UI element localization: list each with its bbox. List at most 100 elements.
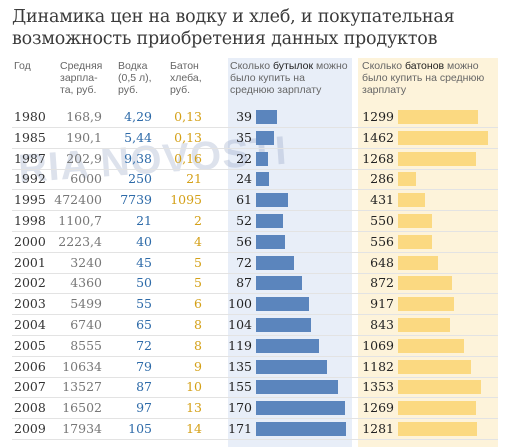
data-label-loaves: 556 (370, 233, 394, 249)
header-loaves: Сколько батонов можно было купить на сре… (362, 60, 485, 96)
data-label-bottles: 39 (236, 109, 252, 124)
row-divider (12, 168, 498, 170)
data-label-bottles: 155 (228, 379, 252, 395)
bar-loaves (398, 297, 455, 312)
row-divider (12, 147, 498, 149)
cell-year: 2003 (14, 296, 46, 312)
bar-loaves (398, 255, 438, 270)
cell-year: 2009 (14, 421, 46, 436)
row-divider (12, 355, 498, 357)
cell-salary: 472400 (54, 192, 102, 208)
cell-year: 1995 (14, 192, 46, 208)
data-label-loaves: 550 (370, 213, 394, 228)
cell-year: 1980 (14, 109, 46, 124)
bar-bottles (256, 380, 338, 395)
cell-salary: 5499 (70, 296, 102, 312)
data-label-loaves: 648 (370, 254, 394, 270)
cell-salary: 17934 (62, 421, 102, 436)
cell-year: 1992 (14, 171, 46, 187)
data-label-loaves: 431 (370, 192, 394, 208)
cell-year: 2007 (14, 379, 46, 395)
cell-salary: 2223,4 (58, 233, 102, 249)
bar-loaves (398, 214, 432, 228)
cell-vodka: 9,38 (124, 150, 152, 166)
cell-salary: 6740 (70, 317, 102, 332)
cell-vodka: 5,44 (124, 129, 152, 145)
data-label-loaves: 917 (370, 296, 394, 312)
data-label-loaves: 1069 (362, 337, 394, 353)
cell-bread: 0,13 (174, 109, 202, 124)
bar-loaves (398, 130, 488, 145)
bar-loaves (398, 276, 452, 291)
cell-bread: 5 (194, 275, 202, 291)
cell-bread: 2 (194, 213, 202, 228)
cell-salary: 13527 (62, 379, 102, 395)
bar-bottles (256, 422, 346, 436)
cell-bread: 14 (186, 421, 202, 436)
data-label-loaves: 872 (370, 275, 394, 291)
cell-salary: 10634 (62, 358, 102, 374)
row-divider (12, 231, 498, 232)
cell-bread: 8 (194, 337, 202, 353)
bar-bottles (256, 255, 294, 270)
bar-loaves (398, 380, 482, 395)
cell-bread: 0,16 (174, 150, 202, 166)
data-label-loaves: 1269 (362, 400, 394, 416)
data-label-bottles: 170 (228, 400, 252, 416)
data-label-loaves: 1182 (362, 358, 394, 374)
cell-salary: 190,1 (66, 129, 102, 145)
data-label-loaves: 1299 (362, 109, 394, 124)
cell-vodka: 55 (136, 296, 152, 312)
cell-year: 1987 (14, 150, 46, 166)
cell-vodka: 45 (136, 254, 152, 270)
cell-vodka: 87 (136, 379, 152, 395)
data-label-loaves: 1353 (362, 379, 394, 395)
row-divider (12, 189, 498, 191)
bar-loaves (398, 151, 477, 166)
bar-loaves (398, 318, 450, 332)
cell-bread: 6 (194, 296, 202, 312)
data-label-loaves: 843 (370, 317, 394, 332)
cell-bread: 10 (186, 379, 202, 395)
cell-vodka: 105 (128, 421, 152, 436)
bar-loaves (398, 110, 478, 124)
bar-bottles (256, 193, 289, 208)
cell-bread: 9 (194, 358, 202, 374)
bar-bottles (256, 359, 328, 374)
cell-vodka: 7739 (120, 192, 152, 208)
data-label-loaves: 286 (370, 171, 394, 187)
row-divider (12, 314, 498, 316)
cell-year: 2002 (14, 275, 46, 291)
cell-vodka: 21 (136, 213, 152, 228)
header-loaves-key: батонов (404, 60, 445, 72)
bar-bottles (256, 110, 277, 124)
cell-salary: 8555 (70, 337, 102, 353)
cell-vodka: 250 (128, 171, 152, 187)
cell-salary: 16502 (62, 400, 102, 416)
header-bottles-key: бутылок (272, 60, 314, 72)
cell-year: 2005 (14, 337, 46, 353)
chart-title: Динамика цен на водку и хлеб, и покупате… (12, 7, 455, 49)
cell-year: 2004 (14, 317, 46, 332)
cell-bread: 13 (186, 400, 202, 416)
data-label-bottles: 135 (228, 358, 252, 374)
cell-vodka: 97 (136, 400, 152, 416)
data-label-bottles: 72 (236, 254, 252, 270)
row-divider (12, 376, 498, 378)
data-label-bottles: 104 (228, 317, 252, 332)
row-divider (12, 397, 498, 399)
bar-bottles (256, 338, 319, 353)
cell-vodka: 79 (136, 358, 152, 374)
header-bread: Батон хлеба, руб. (170, 60, 202, 96)
header-bottles: Сколько бутылок можно было купить на сре… (230, 60, 348, 96)
cell-year: 2001 (14, 254, 46, 270)
data-label-bottles: 24 (236, 171, 252, 187)
cell-bread: 4 (194, 233, 202, 249)
cell-year: 2000 (14, 233, 46, 249)
bar-loaves (398, 172, 416, 187)
cell-salary: 4360 (70, 275, 102, 291)
bar-bottles (256, 401, 346, 416)
data-label-loaves: 1281 (362, 421, 394, 436)
cell-bread: 5 (194, 254, 202, 270)
bar-loaves (398, 401, 477, 416)
